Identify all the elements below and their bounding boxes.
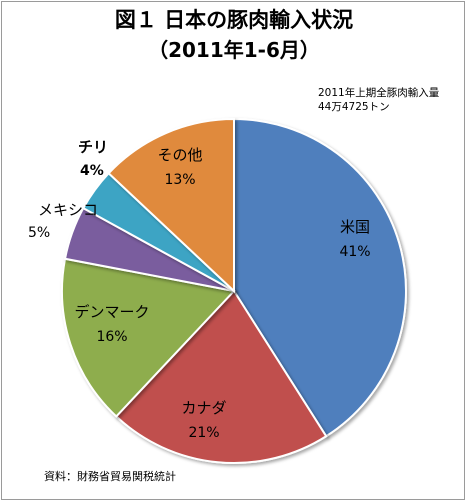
chart-subtitle: （2011年1-6月）: [148, 38, 320, 62]
slice-value: 5%: [28, 225, 50, 241]
chart-title: 図１ 日本の豚肉輸入状況: [114, 8, 354, 32]
slice-value: 4%: [80, 163, 104, 179]
slice-value: 21%: [188, 425, 219, 441]
total-import-value: 44万4725トン: [318, 101, 390, 113]
slice-value: 16%: [96, 329, 127, 345]
pie-slice: [61, 257, 236, 418]
slice-label: メキシコ: [38, 201, 98, 219]
slice-label: チリ: [78, 138, 108, 156]
slice-label: 米国: [340, 218, 370, 236]
total-import-label: 2011年上期全豚肉輸入量: [318, 87, 440, 99]
slice-label: その他: [157, 146, 202, 164]
slice-value: 13%: [164, 172, 195, 188]
slice-label: カナダ: [181, 399, 226, 417]
slice-label: デンマーク: [74, 303, 149, 321]
source-note: 資料：財務省貿易関税統計: [44, 470, 176, 483]
pie-slice: [107, 117, 235, 294]
pie-slice: [114, 289, 328, 464]
slice-value: 41%: [339, 244, 370, 260]
